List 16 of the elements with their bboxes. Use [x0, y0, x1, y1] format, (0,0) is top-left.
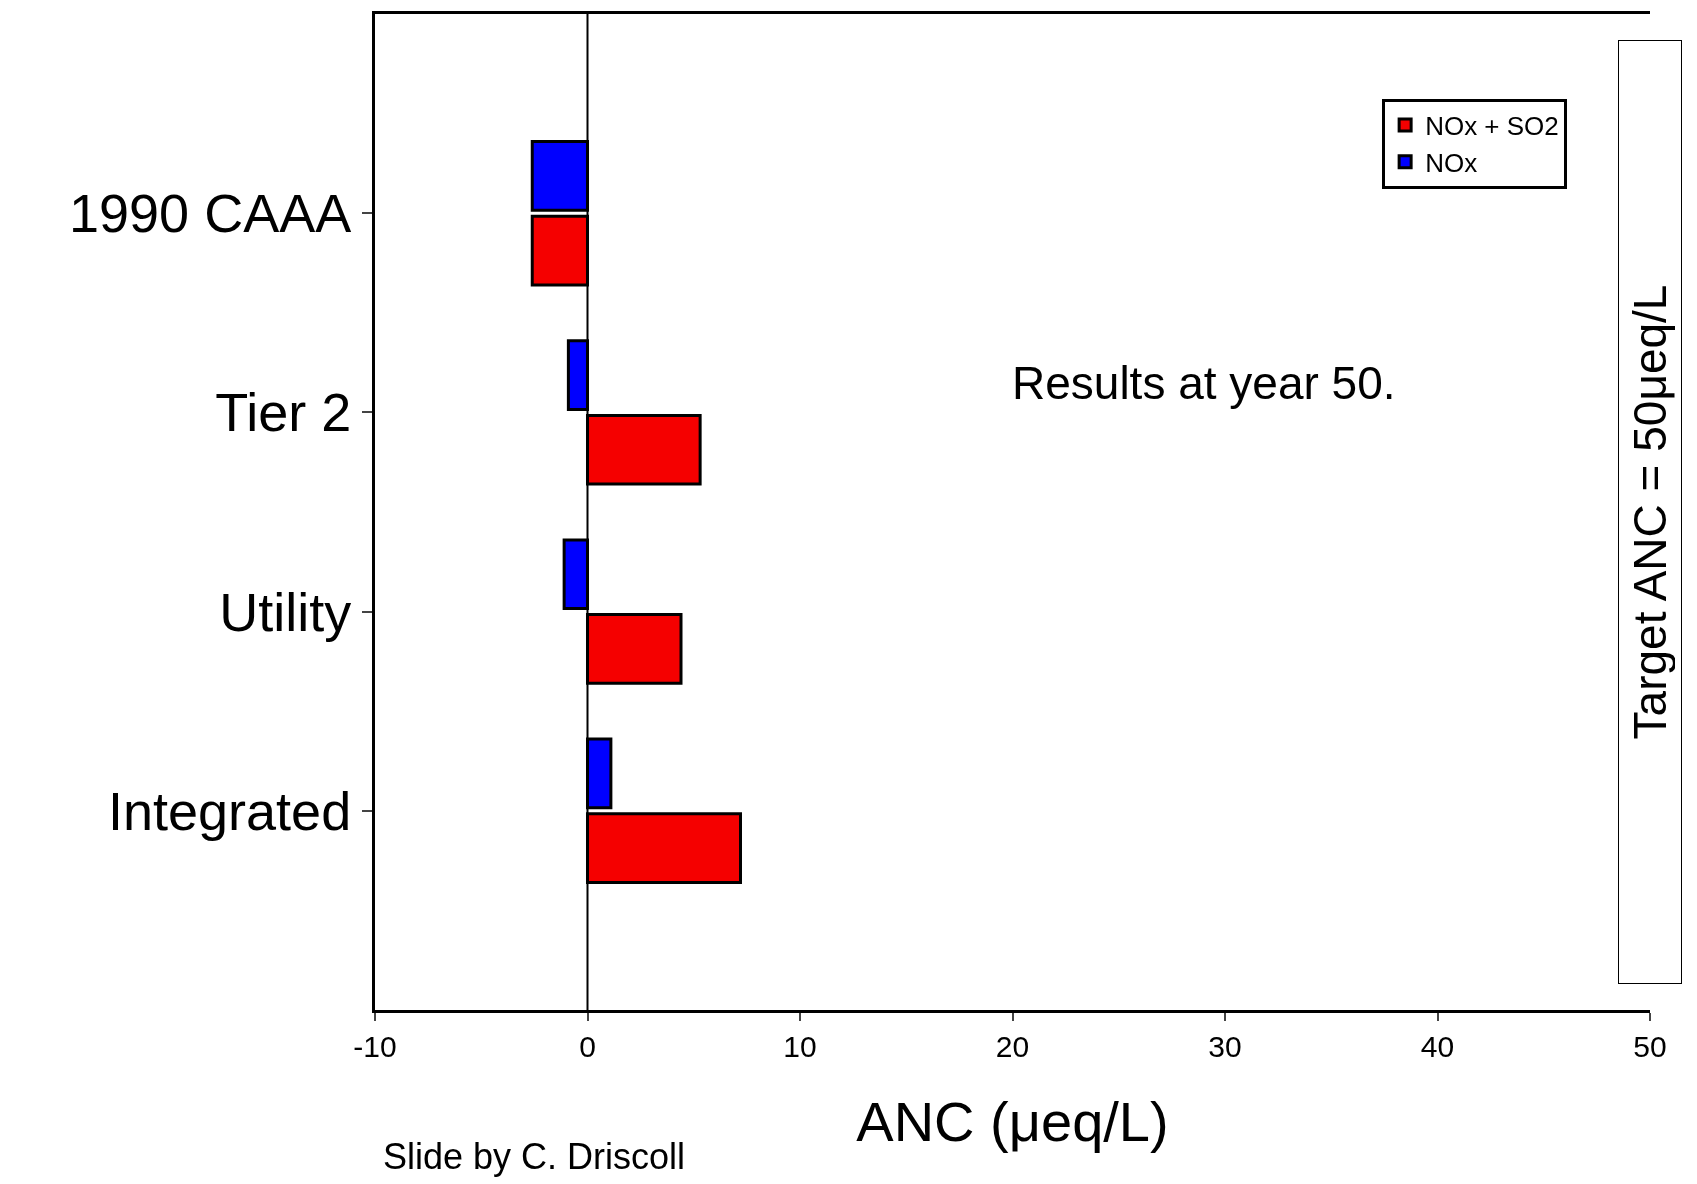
- x-tick-label: 30: [1208, 1030, 1242, 1063]
- y-tick-label: 1990 CAAA: [69, 183, 352, 244]
- y-tick-label: Utility: [219, 581, 352, 642]
- x-tick-label: 10: [783, 1030, 817, 1063]
- y-tick-label: Integrated: [108, 780, 352, 841]
- x-tick-label: 40: [1420, 1030, 1455, 1063]
- legend-label: NOx: [1425, 148, 1478, 178]
- legend-label: NOx + SO2: [1425, 111, 1559, 142]
- text: Slide by C. Driscoll: [383, 1136, 686, 1177]
- x-tick-label: -10: [353, 1030, 397, 1063]
- x-tick-label: 50: [1633, 1030, 1667, 1063]
- x-tick-label: 20: [995, 1030, 1030, 1063]
- x-axis-title: ANC (μeq/L): [856, 1089, 1169, 1153]
- x-tick-label: 0: [579, 1030, 596, 1063]
- y-tick-label: Tier 2: [215, 382, 352, 443]
- annotation: Results at year 50.: [1012, 357, 1396, 409]
